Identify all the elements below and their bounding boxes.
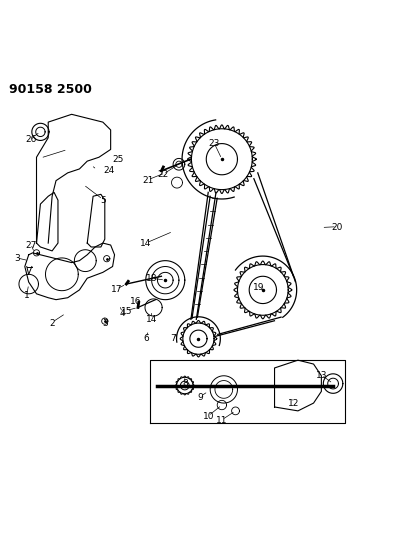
Text: 18: 18	[146, 274, 157, 282]
Text: 19: 19	[253, 284, 265, 293]
Text: 15: 15	[121, 307, 132, 316]
Text: 22: 22	[158, 171, 169, 179]
Text: 3: 3	[102, 319, 108, 328]
Text: 21: 21	[142, 176, 153, 185]
Text: 3: 3	[14, 254, 20, 263]
Text: 14: 14	[146, 314, 157, 324]
Text: 13: 13	[316, 372, 327, 380]
Text: 4: 4	[119, 309, 125, 318]
Text: 24: 24	[103, 166, 114, 175]
Text: 2: 2	[49, 319, 55, 328]
Text: 26: 26	[25, 135, 36, 144]
Text: 17: 17	[111, 285, 122, 294]
Text: 14: 14	[140, 239, 151, 248]
Text: 16: 16	[130, 297, 142, 306]
Text: 90158 2500: 90158 2500	[9, 83, 92, 96]
Text: 10: 10	[202, 412, 214, 421]
Text: 5: 5	[100, 196, 106, 205]
Text: 1: 1	[24, 291, 29, 300]
Text: 9: 9	[198, 393, 203, 402]
Text: 27: 27	[25, 240, 36, 249]
Text: 6: 6	[143, 334, 149, 343]
Text: 23: 23	[208, 139, 220, 148]
Text: 25: 25	[113, 155, 124, 164]
Text: 7: 7	[170, 334, 176, 343]
Text: 8: 8	[182, 379, 188, 388]
Text: 20: 20	[331, 223, 343, 232]
Text: 11: 11	[216, 416, 228, 425]
Text: 12: 12	[288, 399, 300, 408]
